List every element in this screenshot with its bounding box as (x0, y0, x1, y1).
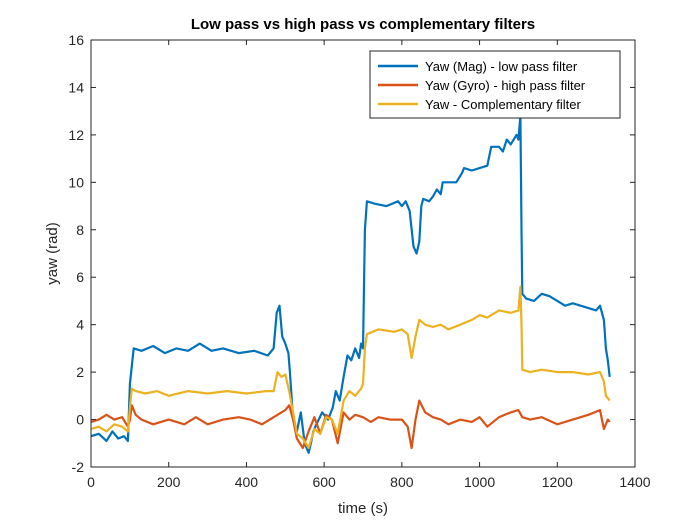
y-tick-label: 12 (68, 127, 84, 143)
y-tick-label: -2 (72, 459, 85, 475)
y-tick-label: 8 (76, 222, 84, 238)
series-line-1 (90, 399, 611, 450)
chart-title: Low pass vs high pass vs complementary f… (191, 16, 535, 33)
y-tick-label: 4 (76, 317, 84, 333)
series-layer (90, 114, 611, 454)
series-line-2 (90, 285, 611, 450)
x-tick-label: 1400 (619, 474, 650, 490)
y-tick-label: 2 (76, 364, 84, 380)
y-tick-label: 14 (68, 79, 84, 95)
y-axis: -2 0 2 4 6 8 10 12 14 16 (68, 32, 635, 475)
y-tick-label: 6 (76, 269, 84, 285)
x-tick-label: 1000 (464, 474, 495, 490)
y-tick-label: 0 (76, 412, 84, 428)
x-tick-label: 200 (157, 474, 181, 490)
x-tick-label: 600 (312, 474, 336, 490)
legend: Yaw (Mag) - low pass filter Yaw (Gyro) - … (369, 50, 621, 119)
series-line-0 (90, 114, 611, 454)
x-tick-label: 800 (390, 474, 414, 490)
x-tick-label: 1200 (542, 474, 573, 490)
y-tick-label: 10 (68, 174, 84, 190)
y-tick-label: 16 (68, 32, 84, 48)
x-axis-label: time (s) (338, 500, 388, 517)
x-axis: 0 200 400 600 800 1000 1200 1400 (87, 40, 651, 490)
legend-label-0: Yaw (Mag) - low pass filter (425, 59, 578, 74)
legend-label-2: Yaw - Complementary filter (425, 97, 581, 112)
plot-frame (90, 39, 636, 468)
x-tick-label: 0 (87, 474, 95, 490)
legend-label-1: Yaw (Gyro) - high pass filter (425, 78, 586, 93)
x-tick-label: 400 (235, 474, 259, 490)
y-axis-label: yaw (rad) (44, 222, 61, 285)
